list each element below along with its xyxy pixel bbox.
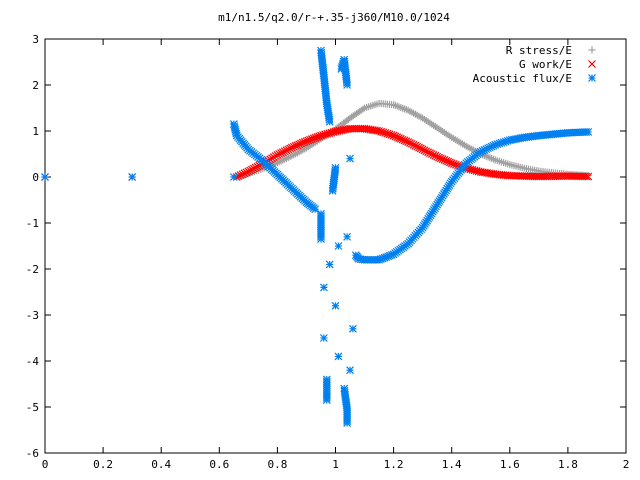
series-3-point [322, 396, 331, 405]
series-3-point [349, 324, 357, 333]
x-tick-label: 0.4 [151, 458, 171, 471]
series-1-point [359, 105, 367, 113]
y-tick-label: 0 [32, 171, 39, 184]
legend-label: R stress/E [506, 44, 572, 57]
x-tick-label: 0.8 [267, 458, 287, 471]
y-tick-label: 2 [32, 79, 39, 92]
series-3-point [319, 334, 328, 342]
series-2-point [584, 172, 593, 181]
series-3-point [325, 117, 334, 126]
x-tick-label: 2 [623, 458, 630, 471]
series-3-point [311, 205, 320, 214]
legend-marker [588, 46, 596, 54]
x-tick-label: 1.8 [558, 458, 578, 471]
series-3-point [343, 232, 352, 241]
y-tick-label: -6 [26, 447, 39, 460]
x-tick-label: 1 [332, 458, 339, 471]
series-3-point [584, 127, 593, 136]
series-3-point [325, 260, 334, 269]
series-3-point [343, 419, 352, 428]
legend-label: Acoustic flux/E [473, 72, 572, 85]
series-3-point [343, 81, 352, 89]
series-3-points [41, 46, 593, 428]
series-2-point [447, 159, 456, 168]
x-tick-label: 0 [42, 458, 49, 471]
x-tick-label: 0.6 [209, 458, 229, 471]
y-tick-label: -2 [26, 263, 39, 276]
x-tick-label: 1.4 [442, 458, 462, 471]
series-2-point [582, 172, 591, 181]
series-3-point [346, 366, 354, 375]
y-tick-label: -4 [26, 355, 40, 368]
series-3-point [334, 242, 343, 250]
series-3-point [128, 173, 137, 181]
legend-marker [588, 60, 596, 68]
series-2-point [238, 170, 247, 179]
series-3-point [41, 173, 49, 181]
chart-title: m1/n1.5/q2.0/r-+.35-j360/M10.0/1024 [218, 11, 450, 24]
axes-layer: 0 0.2 0.4 0.6 0.8 1 1.2 1.4 1.6 1.8 2 3 2 1 0 -1 -2 -3 -4 -… [26, 33, 630, 471]
marks-layer [41, 46, 593, 428]
x-tick-label: 1.2 [384, 458, 404, 471]
series-2-point [449, 159, 458, 168]
series-3-point [319, 283, 328, 292]
y-tick-label: 3 [32, 33, 39, 46]
y-tick-label: -1 [26, 217, 39, 230]
y-tick-label: -3 [26, 309, 39, 322]
x-tick-label: 1.6 [500, 458, 520, 471]
y-tick-label: 1 [32, 125, 39, 138]
series-3-point [229, 173, 238, 181]
series-3-point [346, 154, 354, 163]
legend-marker [588, 74, 596, 82]
legend-label: G work/E [519, 58, 572, 71]
series-2-point [236, 171, 245, 180]
series-3-point [331, 163, 340, 172]
series-3-point [317, 235, 325, 244]
y-tick-label: -5 [26, 401, 39, 414]
series-3-point [334, 352, 343, 361]
series-2-points [41, 124, 593, 181]
x-tick-label: 0.2 [93, 458, 113, 471]
series-3-point [331, 301, 340, 310]
series-2-point [240, 169, 249, 178]
series-2-point [242, 168, 251, 177]
